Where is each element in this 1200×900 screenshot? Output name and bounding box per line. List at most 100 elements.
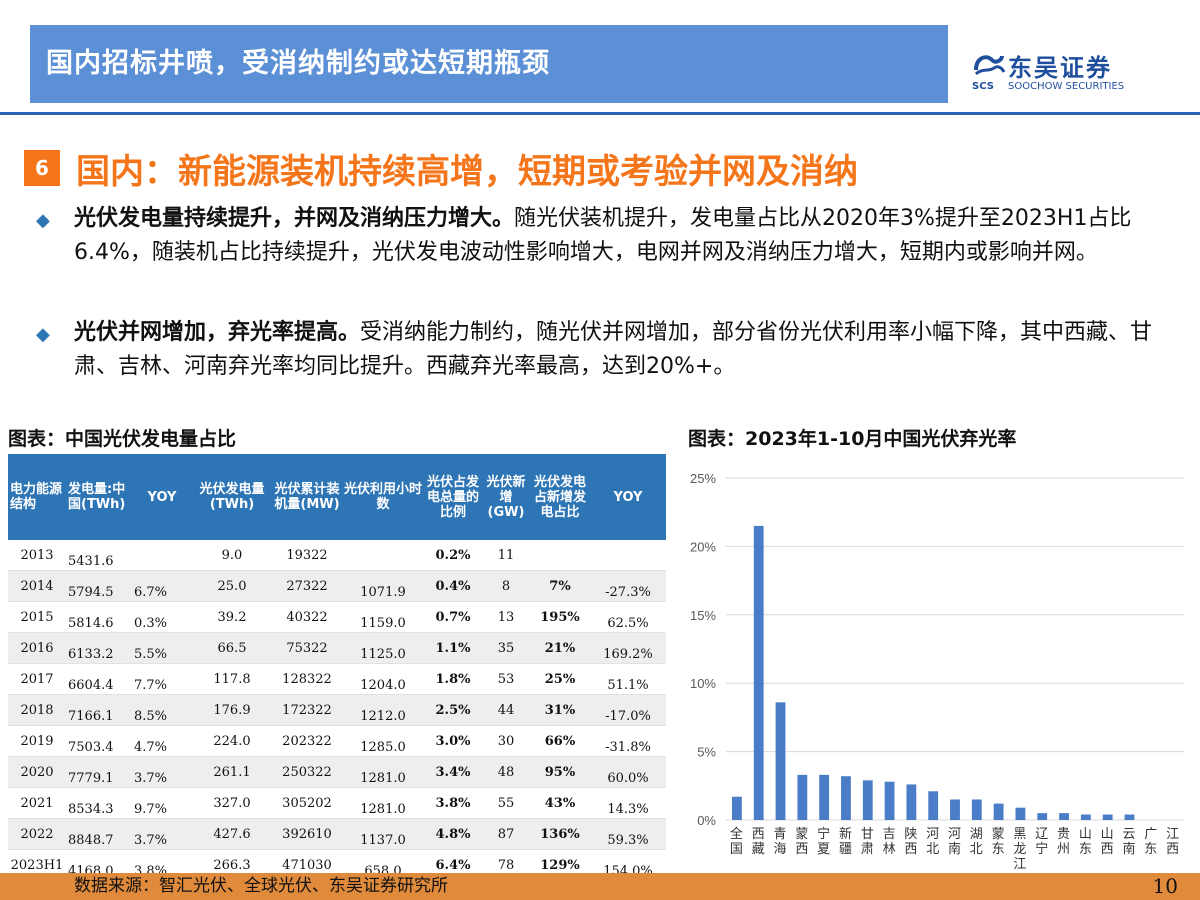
table-cell: 327.0	[192, 787, 272, 819]
bullet-item-1: ◆ 光伏发电量持续提升，并网及消纳压力增大。随光伏装机提升，发电量占比从2020…	[36, 202, 1166, 270]
table-cell: 21%	[530, 632, 590, 664]
logo-abbr: SCS	[972, 81, 994, 92]
x-tick-label: 陕西	[904, 827, 917, 857]
table-cell: 2022	[8, 818, 66, 850]
table-cell: 2019	[8, 725, 66, 757]
table-row: 2019 7503.4 4.7% 224.0 202322 1285.0 3.0% 30 66%…	[8, 725, 666, 757]
table-cell: 3.8%	[424, 787, 482, 819]
table-cell: 25.0	[192, 570, 272, 602]
x-tick-label: 宁夏	[817, 826, 830, 857]
table-cell: 5431.6	[66, 540, 132, 571]
table-cell	[590, 540, 666, 571]
table-cell: 2018	[8, 694, 66, 726]
table-row: 2020 7779.1 3.7% 261.1 250322 1281.0 3.4% 48 95%…	[8, 756, 666, 788]
table-cell: 1281.0	[342, 787, 424, 819]
table-cell: 6133.2	[66, 632, 132, 664]
bar	[993, 803, 1004, 820]
table-cell: 4.7%	[132, 725, 192, 757]
data-source-note: 数据来源：智汇光伏、全球光伏、东吴证券研究所	[74, 876, 448, 896]
bar	[1124, 814, 1135, 820]
table-cell: 25%	[530, 663, 590, 695]
x-tick-label: 云南	[1122, 827, 1135, 857]
x-tick-label: 广东	[1144, 827, 1157, 857]
table-cell: 19322	[272, 540, 342, 571]
x-tick-label: 蒙西	[795, 827, 808, 857]
bar	[950, 799, 960, 820]
table-cell: 43%	[530, 787, 590, 819]
table-row: 2017 6604.4 7.7% 117.8 128322 1204.0 1.8% 53 25%…	[8, 663, 666, 695]
table-cell: -27.3%	[590, 570, 666, 602]
table-cell: 35	[482, 632, 530, 664]
table-cell: 2020	[8, 756, 66, 788]
table-row: 2015 5814.6 0.3% 39.2 40322 1159.0 0.7% 13 195% 6…	[8, 601, 666, 633]
table-cell: 427.6	[192, 818, 272, 850]
table-cell: 7.7%	[132, 663, 192, 695]
table-cell: 1.1%	[424, 632, 482, 664]
bar	[1037, 813, 1048, 820]
table-cell: 2014	[8, 570, 66, 602]
x-tick-label: 河南	[948, 827, 961, 857]
table-cell: 30	[482, 725, 530, 757]
x-tick-label: 江西	[1166, 827, 1179, 857]
table-row: 2018 7166.1 8.5% 176.9 172322 1212.0 2.5% 44 31%…	[8, 694, 666, 726]
table-cell: -31.8%	[590, 725, 666, 757]
table-cell: 169.2%	[590, 632, 666, 664]
x-tick-label: 蒙东	[992, 827, 1005, 857]
page-title: 国内招标井喷，受消纳制约或达短期瓶颈	[46, 48, 550, 79]
header-banner: 国内招标井喷，受消纳制约或达短期瓶颈	[30, 25, 948, 103]
table-cell: 195%	[530, 601, 590, 633]
table-cell: 2016	[8, 632, 66, 664]
table-cell: 9.7%	[132, 787, 192, 819]
table-cell: 1159.0	[342, 601, 424, 633]
table-cell: 95%	[530, 756, 590, 788]
bar	[797, 774, 808, 820]
table-cell: 1281.0	[342, 756, 424, 788]
bar	[1015, 807, 1026, 820]
table-cell: 1285.0	[342, 725, 424, 757]
bar	[1059, 813, 1069, 820]
table-row: 2022 8848.7 3.7% 427.6 392610 1137.0 4.8% 87 136…	[8, 818, 666, 850]
bar	[841, 776, 851, 820]
table-cell: 39.2	[192, 601, 272, 633]
table-cell: 2021	[8, 787, 66, 819]
x-tick-label: 甘肃	[861, 827, 874, 857]
table-cell: 51.1%	[590, 663, 666, 695]
x-tick-label: 青海	[774, 827, 787, 857]
table-cell: 5794.5	[66, 570, 132, 602]
x-tick-label: 辽宁	[1035, 827, 1048, 857]
table-cell: 1137.0	[342, 818, 424, 850]
column-header: 光伏发电占新增发电占比	[530, 454, 590, 540]
column-header: 电力能源结构	[8, 454, 66, 540]
solar-generation-table: 电力能源结构 发电量:中国(TWh) YOY 光伏发电量(TWh) 光伏累计装机…	[8, 454, 666, 881]
bullet-bold: 光伏发电量持续提升，并网及消纳压力增大。	[74, 206, 515, 231]
x-tick-label: 西藏	[752, 827, 765, 857]
table-cell: 4.8%	[424, 818, 482, 850]
bar	[819, 774, 830, 820]
table-cell: 3.4%	[424, 756, 482, 788]
column-header: 发电量:中国(TWh)	[66, 454, 132, 540]
header-divider	[0, 112, 1200, 115]
table-row: 2014 5794.5 6.7% 25.0 27322 1071.9 0.4% 8 7% -27.…	[8, 570, 666, 602]
table-cell: 31%	[530, 694, 590, 726]
bar	[731, 796, 742, 820]
x-tick-label: 贵州	[1057, 827, 1070, 857]
table-cell: 7779.1	[66, 756, 132, 788]
section-number-badge: 6	[24, 150, 60, 186]
table-cell: 8848.7	[66, 818, 132, 850]
table-cell: 66%	[530, 725, 590, 757]
table-cell: 3.7%	[132, 818, 192, 850]
x-tick-label: 全国	[730, 826, 743, 857]
column-header: 光伏新增(GW)	[482, 454, 530, 540]
table-cell: 261.1	[192, 756, 272, 788]
x-tick-label: 吉林	[883, 827, 896, 857]
bullet-text: 随光伏装机提升，发电量占比从2020年3%提升至2023H1占比6.4%，随装机…	[74, 206, 1132, 265]
table-cell: 250322	[272, 756, 342, 788]
bullet-text: 受消纳能力制约，随光伏并网增加，部分省份光伏利用率小幅下降，其中西藏、甘肃、吉林…	[74, 320, 1153, 379]
bar	[884, 781, 895, 820]
table-cell: 172322	[272, 694, 342, 726]
bullet-item-2: ◆ 光伏并网增加，弃光率提高。受消纳能力制约，随光伏并网增加，部分省份光伏利用率…	[36, 316, 1166, 384]
table-cell: 11	[482, 540, 530, 571]
section-title: 国内：新能源装机持续高增，短期或考验并网及消纳	[76, 152, 858, 192]
table-cell: 5.5%	[132, 632, 192, 664]
column-header: YOY	[132, 454, 192, 540]
